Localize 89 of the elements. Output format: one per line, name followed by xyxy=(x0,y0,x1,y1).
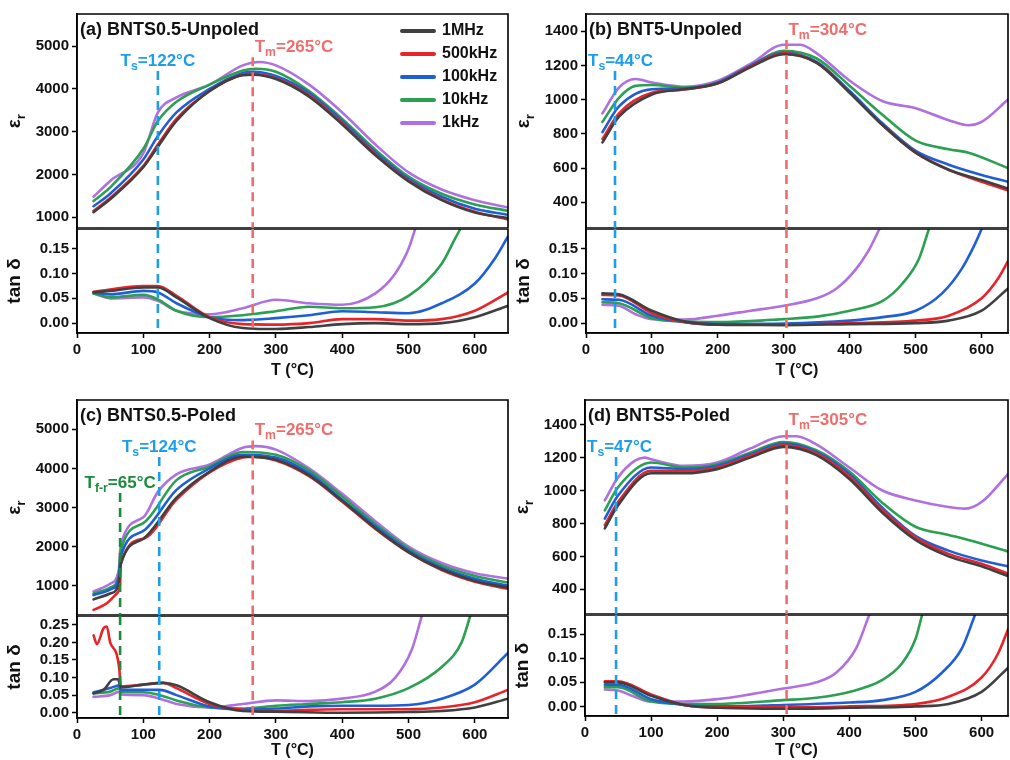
x-tick-label: 100 xyxy=(639,340,665,358)
y-tick-label: 1400 xyxy=(543,414,577,432)
y-tick-label: 400 xyxy=(551,579,577,597)
chart-title: (d) BNTS5-Poled xyxy=(588,404,730,425)
x-tick-label: 500 xyxy=(903,340,929,358)
y-tick-label: 800 xyxy=(552,123,578,141)
x-tick-label: 200 xyxy=(704,723,730,741)
y-tick-label: 1000 xyxy=(543,480,577,498)
y-tick-label: 5000 xyxy=(35,36,69,54)
y-tick-label: 0.00 xyxy=(39,702,69,720)
y-tick-label: 1000 xyxy=(35,575,69,593)
x-tick-label: 0 xyxy=(72,340,82,358)
x-tick-label: 200 xyxy=(197,725,223,743)
y-tick-label: 0.05 xyxy=(547,672,577,690)
x-axis-title: T (°C) xyxy=(271,360,314,378)
x-tick-label: 200 xyxy=(197,340,223,358)
y-tick-label: 2000 xyxy=(35,164,69,182)
x-tick-label: 0 xyxy=(580,723,590,741)
y-tick-label: 0.00 xyxy=(39,313,69,331)
y-tick-label: 0.25 xyxy=(39,614,69,632)
x-axis-title: T (°C) xyxy=(271,740,314,758)
legend-label: 100kHz xyxy=(442,67,498,85)
y-axis-title: tan δ xyxy=(3,258,25,304)
legend-label: 500kHz xyxy=(442,44,498,62)
x-tick-label: 400 xyxy=(329,340,355,358)
y-tick-label: 1200 xyxy=(544,55,578,73)
y-tick-label: 600 xyxy=(551,546,577,564)
y-tick-label: 3000 xyxy=(35,497,69,515)
legend-label: 10kHz xyxy=(442,90,489,108)
x-tick-label: 600 xyxy=(969,340,995,358)
y-tick-label: 0.00 xyxy=(547,696,577,714)
y-tick-label: 0.10 xyxy=(39,667,69,685)
y-tick-label: 0.05 xyxy=(39,685,69,703)
chart-title: (c) BNTS0.5-Poled xyxy=(80,404,237,425)
y-tick-label: 800 xyxy=(551,513,577,531)
x-tick-label: 200 xyxy=(705,340,731,358)
legend-label: 1MHz xyxy=(442,21,484,39)
y-tick-label: 4000 xyxy=(35,458,69,476)
y-tick-label: 0.10 xyxy=(39,263,69,281)
y-tick-label: 0.05 xyxy=(39,288,69,306)
x-tick-label: 500 xyxy=(396,725,422,743)
y-tick-label: 1400 xyxy=(544,21,578,39)
y-axis-title: tan δ xyxy=(3,644,25,690)
y-tick-label: 0.15 xyxy=(548,238,578,256)
y-tick-label: 0.05 xyxy=(548,288,578,306)
y-axis-title: εr xyxy=(3,499,28,515)
y-tick-label: 600 xyxy=(552,158,578,176)
y-tick-label: 2000 xyxy=(35,536,69,554)
x-tick-label: 600 xyxy=(969,723,995,741)
x-axis-title: T (°C) xyxy=(775,360,819,378)
y-axis-title: εr xyxy=(512,113,537,129)
x-tick-label: 300 xyxy=(770,723,796,741)
y-tick-label: 0.15 xyxy=(39,650,69,668)
y-tick-label: 0.20 xyxy=(39,632,69,650)
x-tick-label: 500 xyxy=(902,723,928,741)
x-tick-label: 400 xyxy=(836,723,862,741)
y-axis-title: tan δ xyxy=(511,642,533,689)
x-tick-label: 400 xyxy=(837,340,863,358)
x-tick-label: 500 xyxy=(396,340,422,358)
y-tick-label: 1000 xyxy=(544,89,578,107)
x-tick-label: 600 xyxy=(462,340,488,358)
y-tick-label: 0.10 xyxy=(547,648,577,666)
y-tick-label: 3000 xyxy=(35,121,69,139)
x-tick-label: 0 xyxy=(72,725,82,743)
y-axis-title: εr xyxy=(511,499,536,515)
x-tick-label: 100 xyxy=(638,723,664,741)
y-tick-label: 1000 xyxy=(35,207,69,225)
y-axis-title: εr xyxy=(3,113,28,129)
x-tick-label: 300 xyxy=(771,340,797,358)
y-tick-label: 0.10 xyxy=(548,263,578,281)
x-tick-label: 300 xyxy=(263,725,289,743)
x-tick-label: 0 xyxy=(581,340,591,358)
x-axis-title: T (°C) xyxy=(775,740,818,758)
y-tick-label: 5000 xyxy=(35,419,69,437)
chart-title: (a) BNTS0.5-Unpoled xyxy=(80,18,260,39)
x-tick-label: 600 xyxy=(462,725,488,743)
x-tick-label: 100 xyxy=(130,340,156,358)
y-tick-label: 400 xyxy=(552,192,578,210)
y-tick-label: 4000 xyxy=(35,79,69,97)
legend-label: 1kHz xyxy=(442,113,480,131)
x-tick-label: 100 xyxy=(130,725,156,743)
y-tick-label: 0.15 xyxy=(39,238,69,256)
y-axis-title: tan δ xyxy=(512,258,534,304)
x-tick-label: 400 xyxy=(329,725,355,743)
y-tick-label: 0.00 xyxy=(548,313,578,331)
y-tick-label: 0.15 xyxy=(547,624,577,642)
chart-title: (b) BNT5-Unpoled xyxy=(589,18,742,39)
x-tick-label: 300 xyxy=(263,340,289,358)
y-tick-label: 1200 xyxy=(543,447,577,465)
